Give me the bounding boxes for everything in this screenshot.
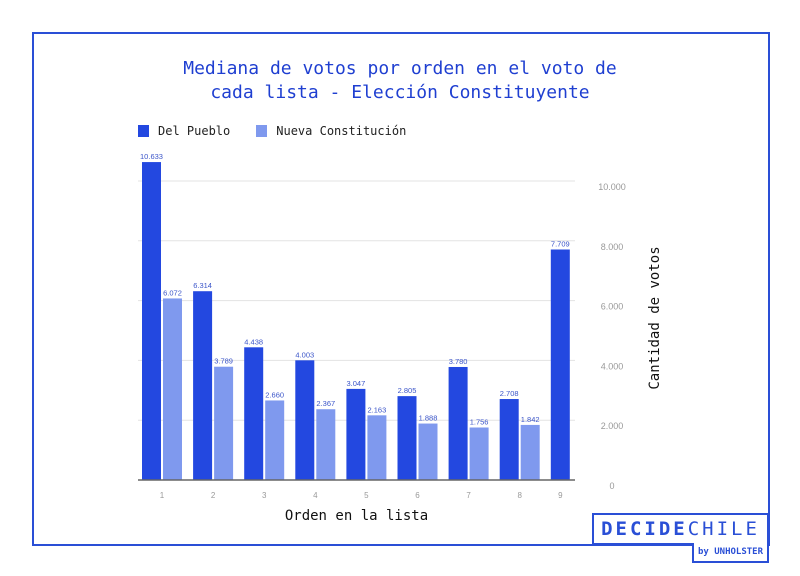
data-label: 10.633: [140, 152, 163, 161]
data-label: 6.072: [163, 288, 182, 297]
x-tick-label: 3: [262, 491, 267, 500]
x-tick-label: 7: [466, 491, 471, 500]
x-axis-label: Orden en la lista: [284, 508, 429, 524]
x-tick-label: 4: [313, 491, 318, 500]
bar: [499, 399, 519, 480]
bar: [295, 360, 315, 480]
y-tick-label: 2.000: [601, 421, 624, 431]
y-tick-label: 10.000: [598, 182, 626, 192]
chart-title-line-2: cada lista - Elección Constituyente: [210, 82, 590, 103]
data-label: 3.789: [214, 357, 233, 366]
data-label: 2.708: [500, 389, 519, 398]
legend-item-del-pueblo: Del Pueblo: [138, 124, 230, 138]
data-label: 1.888: [419, 414, 438, 423]
bar: [469, 427, 489, 480]
decidechile-logo: DECIDE CHILE: [592, 513, 769, 545]
bar: [265, 400, 285, 480]
logo-text-bold: DECIDE: [601, 518, 688, 540]
chart-title: Mediana de votos por orden en el voto de…: [0, 57, 800, 105]
legend-item-nueva-constitucion: Nueva Constitución: [256, 124, 406, 138]
data-label: 2.163: [368, 405, 387, 414]
y-tick-labels: 0 2.000 4.000 6.000 8.000 10.000: [598, 182, 626, 491]
bar: [214, 366, 234, 480]
bars: [142, 162, 570, 480]
bar: [316, 409, 336, 480]
bar: [550, 249, 570, 480]
bar: [397, 396, 417, 480]
bar: [367, 415, 387, 480]
bar: [142, 162, 161, 480]
legend-label-nueva-constitucion: Nueva Constitución: [276, 124, 407, 138]
data-label: 4.003: [295, 350, 314, 359]
data-label: 3.780: [449, 357, 468, 366]
data-label: 2.805: [398, 386, 417, 395]
y-tick-label: 6.000: [601, 302, 624, 312]
x-tick-labels: 1 2 3 4 5 6 7 8 9: [160, 491, 563, 500]
data-label: 1.842: [521, 415, 540, 424]
bar: [346, 388, 366, 480]
data-label: 1.756: [470, 417, 489, 426]
bar: [418, 423, 438, 480]
data-label: 6.314: [193, 281, 212, 290]
bar: [244, 347, 264, 480]
x-tick-label: 1: [160, 491, 165, 500]
chart-title-line-1: Mediana de votos por orden en el voto de: [183, 58, 617, 79]
y-tick-label: 4.000: [601, 361, 624, 371]
legend-swatch-del-pueblo: [138, 125, 149, 137]
data-label: 7.709: [551, 240, 570, 249]
bar: [520, 424, 540, 480]
chart-frame: [32, 32, 770, 546]
x-tick-label: 5: [364, 491, 369, 500]
x-tick-label: 2: [211, 491, 216, 500]
logo-text-light: CHILE: [687, 518, 760, 540]
data-label: 4.438: [244, 337, 263, 346]
legend: Del Pueblo Nueva Constitución: [138, 124, 432, 138]
x-tick-label: 6: [415, 491, 420, 500]
legend-swatch-nueva-constitucion: [256, 125, 268, 137]
y-axis-label: Cantidad de votos: [647, 246, 663, 390]
legend-label-del-pueblo: Del Pueblo: [158, 124, 231, 138]
data-label: 3.047: [347, 379, 366, 388]
logo-byline: by UNHOLSTER: [692, 543, 769, 563]
y-tick-label: 8.000: [601, 242, 624, 252]
bar: [193, 291, 213, 480]
y-tick-label: 0: [609, 481, 614, 491]
bar: [448, 366, 468, 480]
data-labels: 10.633 6.072 6.314 3.789 4.438 2.660 4.003 2.36…: [140, 152, 570, 426]
bar: [163, 298, 182, 480]
x-tick-label: 8: [517, 491, 522, 500]
x-tick-label: 9: [558, 491, 563, 500]
data-label: 2.660: [265, 390, 284, 399]
data-label: 2.367: [316, 399, 335, 408]
